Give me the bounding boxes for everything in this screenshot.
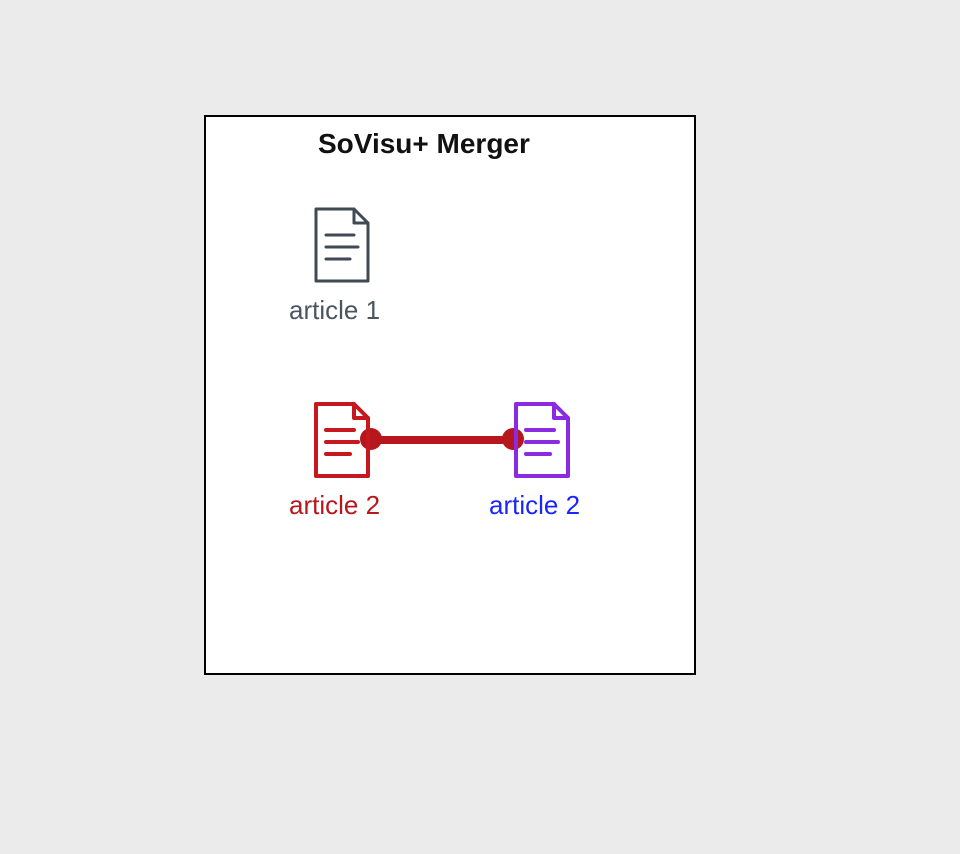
document-icon bbox=[510, 400, 574, 480]
merger-panel bbox=[204, 115, 696, 675]
node-label: article 2 bbox=[289, 490, 380, 521]
document-icon bbox=[310, 400, 374, 480]
node-label: article 1 bbox=[289, 295, 380, 326]
panel-title: SoVisu+ Merger bbox=[318, 128, 530, 160]
diagram-stage: SoVisu+ Merger article 1 article 2 artic… bbox=[0, 0, 960, 854]
node-label: article 2 bbox=[489, 490, 580, 521]
document-icon bbox=[310, 205, 374, 285]
duplicate-link-bar bbox=[370, 436, 514, 444]
